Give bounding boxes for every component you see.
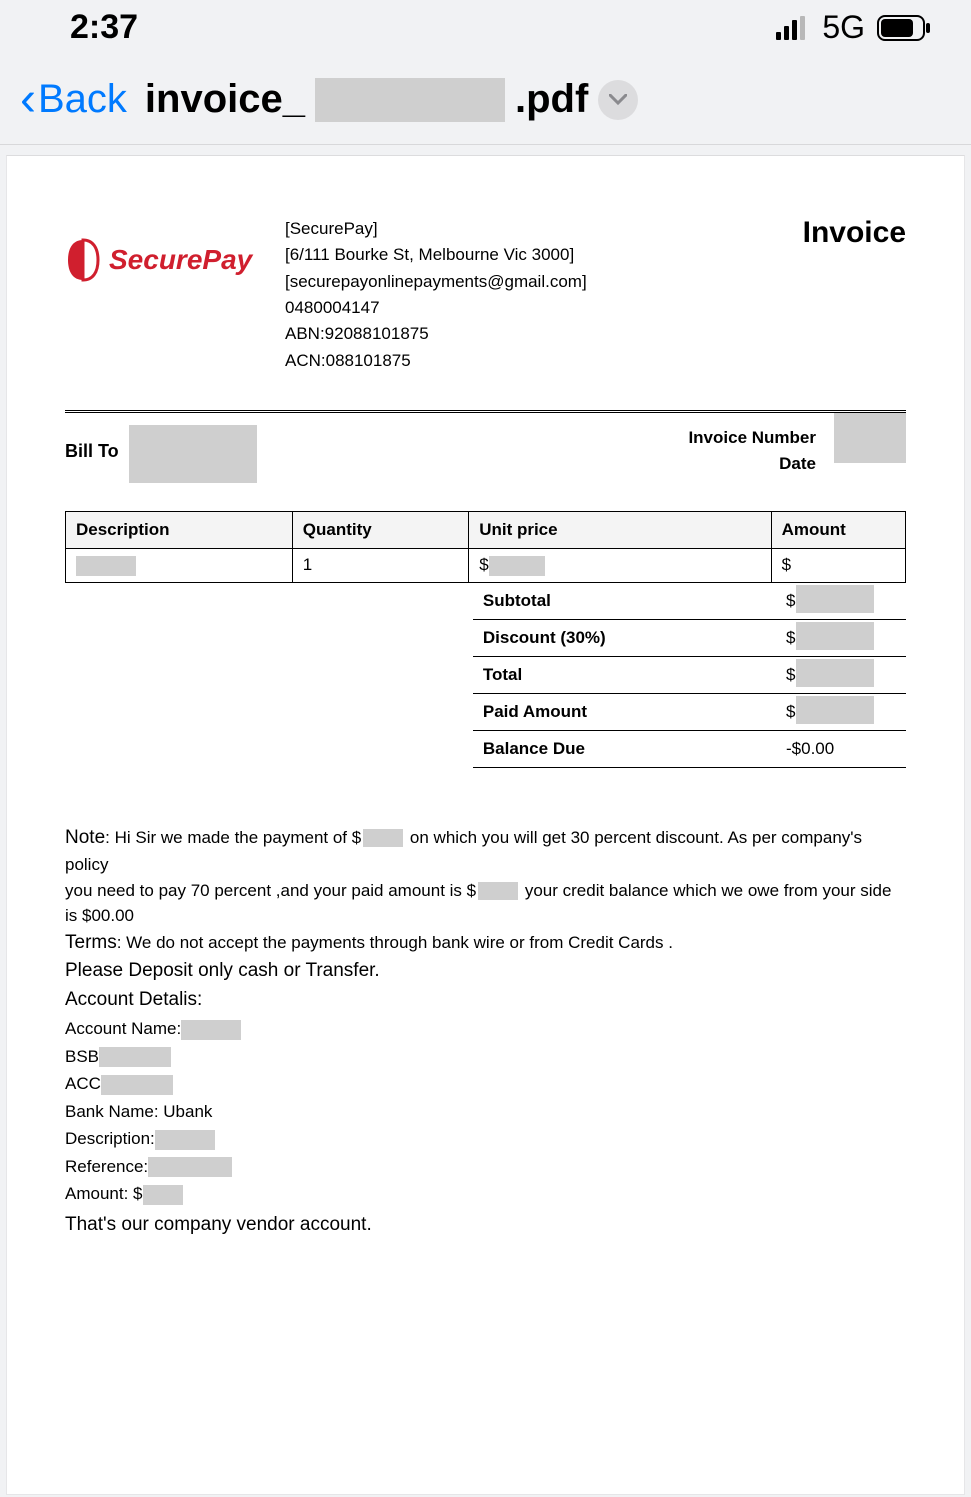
title-prefix: invoice_ xyxy=(145,77,305,122)
invoice-meta: Invoice Number Date xyxy=(688,425,906,477)
redaction xyxy=(796,585,874,613)
redaction xyxy=(99,1047,171,1067)
note-label: Note xyxy=(65,827,105,848)
balance-label: Balance Due xyxy=(473,731,776,767)
company-acn: ACN:088101875 xyxy=(285,348,803,374)
th-description: Description xyxy=(66,512,293,549)
bill-to-block: Bill To xyxy=(65,425,257,483)
redaction xyxy=(181,1020,241,1040)
redaction xyxy=(129,425,257,483)
company-phone: 0480004147 xyxy=(285,295,803,321)
document-viewer[interactable]: SecurePay [SecurePay] [6/111 Bourke St, … xyxy=(6,155,965,1495)
redaction xyxy=(148,1157,232,1177)
redaction xyxy=(478,882,518,900)
company-address: [6/111 Bourke St, Melbourne Vic 3000] xyxy=(285,242,803,268)
redaction xyxy=(155,1130,215,1150)
bank-name: Ubank xyxy=(163,1102,212,1121)
redaction xyxy=(834,413,906,463)
paid-label: Paid Amount xyxy=(473,694,776,730)
back-button[interactable]: ‹ Back xyxy=(20,76,127,124)
securepay-logo-icon xyxy=(65,238,101,282)
document-title: invoice_ .pdf xyxy=(145,77,638,122)
cell-amount-prefix: $ xyxy=(782,555,791,574)
th-quantity: Quantity xyxy=(292,512,468,549)
redaction xyxy=(143,1185,183,1205)
redaction xyxy=(796,659,874,687)
redaction xyxy=(315,78,505,122)
redaction xyxy=(363,829,403,847)
terms-label: Terms xyxy=(65,932,117,953)
back-label: Back xyxy=(38,77,127,122)
invoice-document: SecurePay [SecurePay] [6/111 Bourke St, … xyxy=(65,216,906,1239)
cell-quantity: 1 xyxy=(292,549,468,583)
line-items-table: Description Quantity Unit price Amount 1… xyxy=(65,511,906,583)
th-unit-price: Unit price xyxy=(469,512,771,549)
balance-value: -$0.00 xyxy=(776,731,906,767)
title-suffix: .pdf xyxy=(515,77,588,122)
chevron-left-icon: ‹ xyxy=(20,76,36,124)
company-email: [securepayonlinepayments@gmail.com] xyxy=(285,269,803,295)
company-abn: ABN:92088101875 xyxy=(285,321,803,347)
vendor-line: That's our company vendor account. xyxy=(65,1211,906,1240)
company-name: [SecurePay] xyxy=(285,216,803,242)
notes-block: Note: Hi Sir we made the payment of $ on… xyxy=(65,824,906,1240)
subtotal-label: Subtotal xyxy=(473,583,776,619)
redaction xyxy=(101,1075,173,1095)
discount-label: Discount (30%) xyxy=(473,620,776,656)
network-label: 5G xyxy=(822,9,865,46)
table-row: 1 $ $ xyxy=(66,549,906,583)
invoice-number-label: Invoice Number xyxy=(688,428,816,448)
status-time: 2:37 xyxy=(70,8,138,47)
signal-icon xyxy=(776,16,810,40)
cell-unit-prefix: $ xyxy=(479,555,488,574)
chevron-down-icon xyxy=(609,94,627,106)
totals-block: Subtotal$ Discount (30%)$ Total$ Paid Am… xyxy=(473,583,906,768)
bill-to-label: Bill To xyxy=(65,425,119,462)
redaction xyxy=(796,622,874,650)
status-bar: 2:37 5G xyxy=(0,0,971,55)
nav-bar: ‹ Back invoice_ .pdf xyxy=(0,55,971,145)
redaction xyxy=(76,556,136,576)
th-amount: Amount xyxy=(771,512,905,549)
battery-icon xyxy=(877,15,931,41)
deposit-line: Please Deposit only cash or Transfer. xyxy=(65,957,906,986)
logo-block: SecurePay xyxy=(65,216,285,374)
logo-text: SecurePay xyxy=(109,244,252,276)
total-label: Total xyxy=(473,657,776,693)
account-details-heading: Account Detalis: xyxy=(65,986,906,1015)
redaction xyxy=(489,556,545,576)
date-label: Date xyxy=(779,454,816,474)
redaction xyxy=(796,696,874,724)
invoice-heading: Invoice xyxy=(803,216,906,374)
title-dropdown-button[interactable] xyxy=(598,80,638,120)
header-rule xyxy=(65,410,906,413)
company-info: [SecurePay] [6/111 Bourke St, Melbourne … xyxy=(285,216,803,374)
status-right: 5G xyxy=(776,9,931,46)
